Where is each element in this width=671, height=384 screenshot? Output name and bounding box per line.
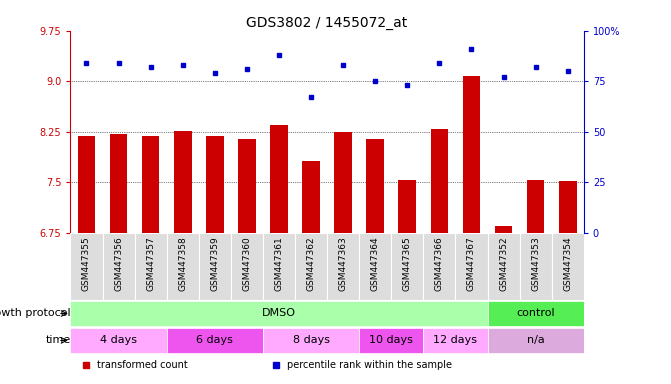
Bar — [552, 233, 584, 300]
Bar — [199, 233, 231, 300]
Bar — [302, 161, 320, 233]
Bar — [488, 301, 584, 326]
Bar — [463, 76, 480, 233]
Text: GSM447357: GSM447357 — [146, 236, 155, 291]
Bar — [519, 233, 552, 300]
Bar — [70, 233, 103, 300]
Bar — [110, 134, 127, 233]
Text: GSM447361: GSM447361 — [274, 236, 283, 291]
Text: transformed count: transformed count — [97, 360, 188, 370]
Bar — [366, 139, 384, 233]
Text: growth protocol: growth protocol — [0, 308, 70, 318]
Bar — [166, 328, 263, 353]
Bar — [359, 233, 391, 300]
Bar — [263, 233, 295, 300]
Bar — [166, 233, 199, 300]
Bar — [238, 139, 256, 233]
Text: GSM447352: GSM447352 — [499, 236, 508, 291]
Text: 10 days: 10 days — [369, 335, 413, 346]
Text: GSM447365: GSM447365 — [403, 236, 412, 291]
Bar — [135, 233, 166, 300]
Text: 12 days: 12 days — [433, 335, 478, 346]
Bar — [334, 132, 352, 233]
Bar — [70, 328, 166, 353]
Text: DMSO: DMSO — [262, 308, 296, 318]
Bar — [391, 233, 423, 300]
Text: control: control — [516, 308, 555, 318]
Text: GSM447364: GSM447364 — [371, 236, 380, 291]
Bar — [327, 233, 359, 300]
Bar — [206, 136, 223, 233]
Bar — [559, 181, 576, 233]
Bar — [399, 179, 416, 233]
Text: 8 days: 8 days — [293, 335, 329, 346]
Text: GSM447354: GSM447354 — [563, 236, 572, 291]
Bar — [359, 328, 423, 353]
Bar — [431, 129, 448, 233]
Text: GSM447367: GSM447367 — [467, 236, 476, 291]
Text: GSM447356: GSM447356 — [114, 236, 123, 291]
Bar — [423, 328, 488, 353]
Bar — [488, 328, 584, 353]
Text: GSM447366: GSM447366 — [435, 236, 444, 291]
Bar — [456, 233, 488, 300]
Text: GSM447360: GSM447360 — [242, 236, 252, 291]
Bar — [103, 233, 135, 300]
Text: time: time — [46, 335, 70, 346]
Bar — [295, 233, 327, 300]
Text: n/a: n/a — [527, 335, 545, 346]
Text: 6 days: 6 days — [197, 335, 234, 346]
Bar — [78, 136, 95, 233]
Bar — [270, 125, 288, 233]
Bar — [527, 179, 544, 233]
Text: GSM447358: GSM447358 — [178, 236, 187, 291]
Bar — [70, 301, 488, 326]
Bar — [174, 131, 191, 233]
Text: percentile rank within the sample: percentile rank within the sample — [287, 360, 452, 370]
Text: GSM447355: GSM447355 — [82, 236, 91, 291]
Title: GDS3802 / 1455072_at: GDS3802 / 1455072_at — [246, 16, 408, 30]
Text: GSM447362: GSM447362 — [307, 236, 315, 291]
Bar — [495, 226, 513, 233]
Bar — [263, 328, 359, 353]
Text: GSM447363: GSM447363 — [339, 236, 348, 291]
Text: GSM447353: GSM447353 — [531, 236, 540, 291]
Bar — [142, 136, 160, 233]
Bar — [423, 233, 456, 300]
Text: 4 days: 4 days — [100, 335, 137, 346]
Bar — [231, 233, 263, 300]
Text: GSM447359: GSM447359 — [210, 236, 219, 291]
Bar — [488, 233, 519, 300]
